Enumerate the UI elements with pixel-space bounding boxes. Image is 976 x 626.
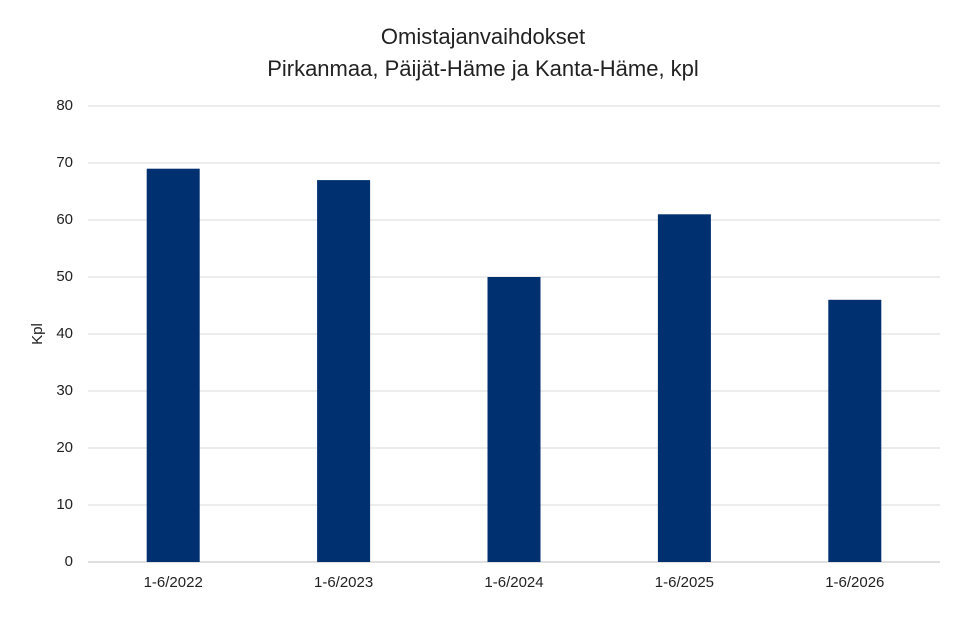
x-tick-label: 1-6/2023: [314, 574, 373, 591]
y-tick-label: 30: [56, 382, 73, 399]
bar: [657, 214, 711, 563]
chart-subtitle: Pirkanmaa, Päijät-Häme ja Kanta-Häme, kp…: [267, 56, 699, 81]
y-tick-label: 70: [56, 154, 73, 171]
y-tick-label: 60: [56, 211, 73, 228]
y-tick-label: 80: [56, 97, 73, 114]
y-tick-label: 0: [65, 553, 73, 570]
bar: [487, 277, 541, 562]
y-tick-label: 50: [56, 268, 73, 285]
y-axis-label: Kpl: [29, 323, 46, 345]
bar: [146, 168, 200, 562]
x-tick-label: 1-6/2022: [144, 574, 203, 591]
y-tick-label: 40: [56, 325, 73, 342]
chart-title: Omistajanvaihdokset: [381, 24, 585, 49]
y-tick-label: 10: [56, 496, 73, 513]
x-tick-label: 1-6/2024: [484, 574, 543, 591]
bar: [317, 180, 371, 562]
x-tick-label: 1-6/2026: [825, 574, 884, 591]
x-tick-label: 1-6/2025: [655, 574, 714, 591]
bar: [828, 299, 882, 562]
y-tick-label: 20: [56, 439, 73, 456]
